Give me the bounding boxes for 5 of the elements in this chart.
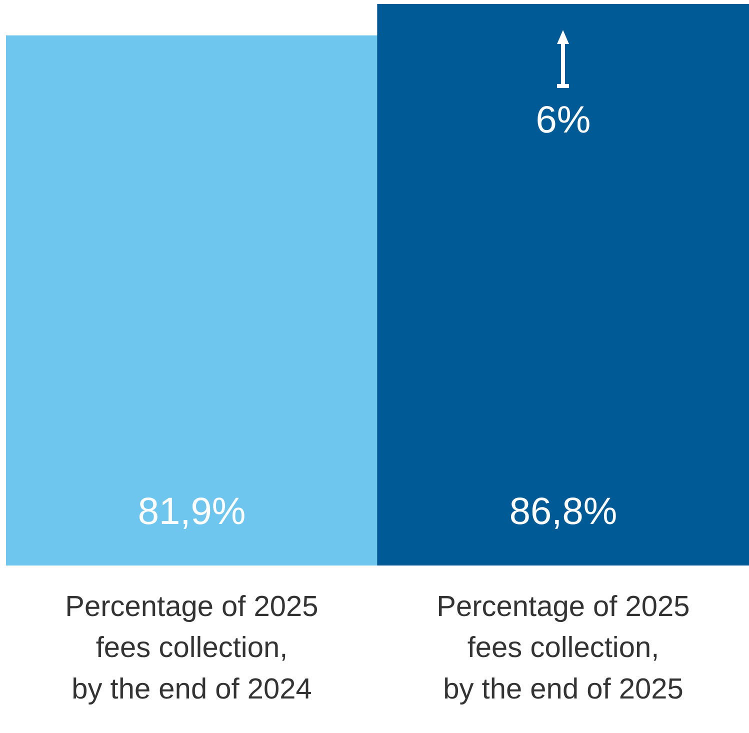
x-tick-label: Percentage of 2025 fees collection, by the end of 2025 — [436, 591, 690, 706]
data-label: 81,9% — [138, 490, 246, 533]
annotation: 6% — [536, 99, 591, 142]
x-tick-label: Percentage of 2025 fees collection, by the end of 2024 — [65, 591, 318, 706]
data-label: 86,8% — [509, 490, 618, 533]
